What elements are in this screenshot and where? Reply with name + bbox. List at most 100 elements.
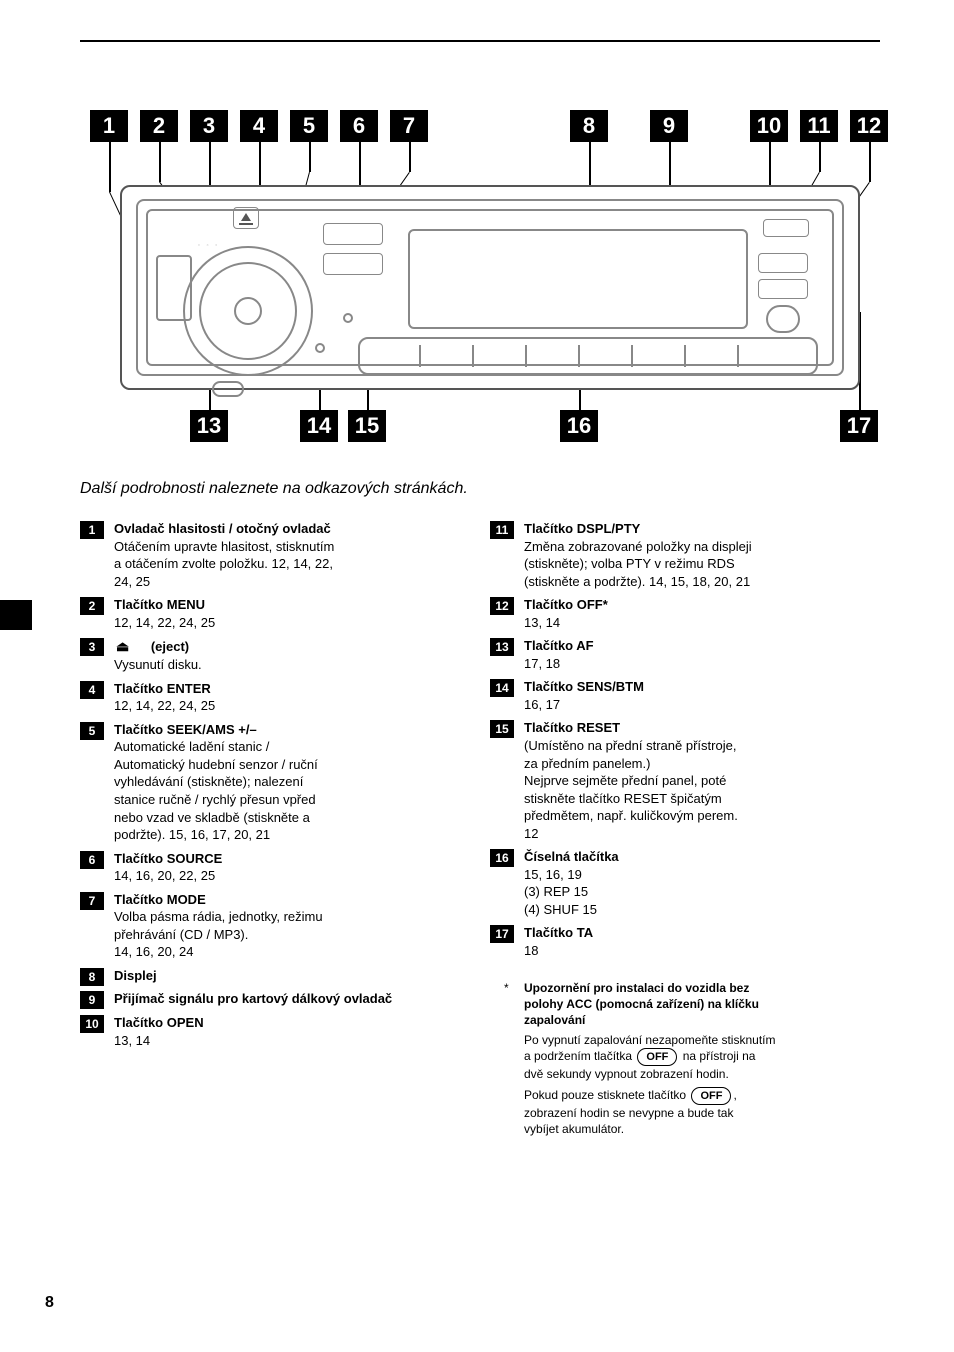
legend-title: Tlačítko SEEK/AMS +/–	[114, 722, 257, 737]
callout-2: 2	[140, 110, 178, 142]
legend-entry: 4 Tlačítko ENTER12, 14, 22, 24, 25	[80, 680, 480, 715]
leader	[409, 142, 411, 172]
legend-badge: 3	[80, 638, 104, 656]
legend-entry: 7 Tlačítko MODEVolba pásma rádia, jednot…	[80, 891, 480, 961]
callout-3: 3	[190, 110, 228, 142]
legend-entry: 5 Tlačítko SEEK/AMS +/–Automatické laděn…	[80, 721, 480, 844]
legend-title: Tlačítko ENTER	[114, 681, 211, 696]
legend-entry: 13 Tlačítko AF17, 18	[490, 637, 890, 672]
off-pill: OFF	[637, 1048, 677, 1066]
legend-badge: 8	[80, 968, 104, 986]
callout-6: 6	[340, 110, 378, 142]
volume-dial	[183, 246, 313, 376]
callout-7: 7	[390, 110, 428, 142]
legend-title: Ovladač hlasitosti / otočný ovladač	[114, 521, 331, 536]
eject-icon: ⏏	[116, 638, 129, 654]
legend-entry: 12 Tlačítko OFF*13, 14	[490, 596, 890, 631]
legend-title: Tlačítko RESET	[524, 720, 620, 735]
legend-badge: 17	[490, 925, 514, 943]
legend-body: 12, 14, 22, 24, 25	[114, 614, 480, 632]
leader	[309, 142, 311, 172]
legend-body: 14, 16, 20, 22, 25	[114, 867, 480, 885]
callout-9: 9	[650, 110, 688, 142]
legend-left-column: 1 Ovladač hlasitosti / otočný ovladačOtá…	[80, 520, 480, 1055]
legend-title: Tlačítko OFF*	[524, 597, 608, 612]
callout-16: 16	[560, 410, 598, 442]
af-button	[212, 381, 244, 397]
legend-title: Tlačítko MENU	[114, 597, 205, 612]
legend-title: Tlačítko MODE	[114, 892, 206, 907]
device-bezel: ○ ○ ○	[136, 199, 844, 376]
controls-diagram: 1 2 3 4 5 6 7 8 9 10 11 12 13 14 15 16 1…	[70, 90, 890, 460]
legend-body: Volba pásma rádia, jednotky, režimu přeh…	[114, 908, 480, 961]
eject-icon-bar	[239, 223, 253, 225]
legend-body: (Umístěno na přední straně přístroje, za…	[524, 737, 890, 842]
page-header-rule	[80, 40, 880, 42]
source-button	[323, 223, 383, 245]
legend-title: Tlačítko SENS/BTM	[524, 679, 644, 694]
callout-5: 5	[290, 110, 328, 142]
legend-entry: 9 Přijímač signálu pro kartový dálkový o…	[80, 990, 480, 1008]
legend-entry: 11 Tlačítko DSPL/PTYZměna zobrazované po…	[490, 520, 890, 590]
legend-entry: 17 Tlačítko TA 18	[490, 924, 890, 959]
legend-badge: 6	[80, 851, 104, 869]
legend-body: 18	[524, 942, 890, 960]
legend-badge: 11	[490, 521, 514, 539]
callout-10: 10	[750, 110, 788, 142]
legend-badge: 14	[490, 679, 514, 697]
legend-badge: 13	[490, 638, 514, 656]
legend-title: Tlačítko DSPL/PTY	[524, 521, 640, 536]
open-button	[763, 219, 809, 237]
leader	[209, 142, 211, 190]
footnote-text: Pokud pouze stisknete tlačítko OFF, zobr…	[524, 1087, 890, 1137]
legend-body: 12, 14, 22, 24, 25	[114, 697, 480, 715]
legend-title: Tlačítko SOURCE	[114, 851, 222, 866]
legend-heading: Další podrobnosti naleznete na odkazovýc…	[80, 480, 468, 498]
legend-badge: 10	[80, 1015, 104, 1033]
leader	[869, 142, 871, 182]
legend-body: 13, 14	[114, 1032, 480, 1050]
legend-entry: 6 Tlačítko SOURCE14, 16, 20, 22, 25	[80, 850, 480, 885]
legend-entry: 8 Displej	[80, 967, 480, 985]
legend-badge: 12	[490, 597, 514, 615]
legend-entry: 3⏏ (eject)Vysunutí disku.	[80, 637, 480, 673]
legend-title: Přijímač signálu pro kartový dálkový ovl…	[114, 991, 392, 1006]
callout-12: 12	[850, 110, 888, 142]
callout-4: 4	[240, 110, 278, 142]
reset-pin	[343, 313, 353, 323]
footnote-text: Po vypnutí zapalování nezapomeňte stiskn…	[524, 1032, 890, 1082]
page-number: 8	[45, 1294, 54, 1312]
footnote: *Upozornění pro instalaci do vozidla bez…	[490, 980, 890, 1137]
legend-title: Číselná tlačítka	[524, 849, 619, 864]
legend-entry: 16 Číselná tlačítka 15, 16, 19 (3) REP 15…	[490, 848, 890, 918]
device-panel: ○ ○ ○	[146, 209, 834, 366]
dspl-button	[758, 253, 808, 273]
leader	[159, 142, 161, 182]
off-pill: OFF	[691, 1087, 731, 1105]
number-keys	[358, 337, 818, 375]
legend-badge: 15	[490, 720, 514, 738]
legend-title: Displej	[114, 968, 157, 983]
legend-entry: 15 Tlačítko RESET (Umístěno na přední str…	[490, 719, 890, 842]
off-button	[758, 279, 808, 299]
device-outline: ○ ○ ○	[120, 185, 860, 390]
legend-title: Tlačítko TA	[524, 925, 593, 940]
legend-badge: 16	[490, 849, 514, 867]
callout-8: 8	[570, 110, 608, 142]
legend-body: Automatické ladění stanic / Automatický …	[114, 738, 480, 843]
callout-15: 15	[348, 410, 386, 442]
legend-body: Otáčením upravte hlasitost, stisknutím a…	[114, 538, 480, 591]
eject-icon	[241, 213, 251, 221]
legend-title: Tlačítko AF	[524, 638, 594, 653]
legend-body: 15, 16, 19 (3) REP 15 (4) SHUF 15	[524, 866, 890, 919]
sens-pin	[315, 343, 325, 353]
legend-body: 16, 17	[524, 696, 890, 714]
ta-ring-button	[766, 305, 800, 333]
leader	[819, 142, 821, 172]
legend-badge: 5	[80, 722, 104, 740]
legend-badge: 7	[80, 892, 104, 910]
callout-17: 17	[840, 410, 878, 442]
legend-entry: 2 Tlačítko MENU12, 14, 22, 24, 25	[80, 596, 480, 631]
legend-badge: 9	[80, 991, 104, 1009]
legend-entry: 14 Tlačítko SENS/BTM 16, 17	[490, 678, 890, 713]
